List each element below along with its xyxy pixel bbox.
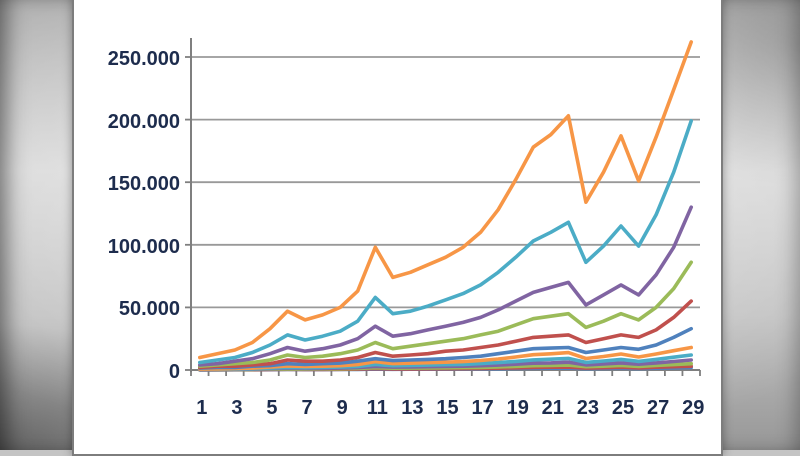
y-tick-label: 150.000 [107, 173, 180, 196]
y-tick-label: 0 [168, 361, 180, 383]
x-tick-label: 11 [366, 397, 388, 419]
x-tick-label: 21 [541, 397, 564, 419]
series-line-s6-blue [198, 326, 694, 370]
x-tick-label: 9 [336, 397, 348, 419]
y-tick-label: 50.000 [118, 298, 180, 321]
y-tick-label: 250.000 [107, 48, 180, 70]
x-tick-label: 7 [301, 397, 313, 419]
x-tick-label: 25 [611, 397, 635, 419]
x-tick-label: 27 [646, 397, 670, 419]
x-tick-label: 15 [436, 397, 459, 419]
x-tick-label: 13 [401, 397, 424, 419]
x-tick-label: 3 [231, 397, 243, 419]
x-tick-label: 17 [471, 397, 494, 419]
x-tick-label: 29 [682, 397, 705, 419]
series-line-s4-green [198, 260, 694, 369]
x-tick-label: 1 [196, 397, 208, 419]
series-line-s1-orange [198, 40, 694, 360]
x-tick-label: 23 [576, 397, 600, 419]
series-line-s2-teal [198, 119, 694, 365]
x-tick-label: 19 [506, 397, 529, 419]
series-line-s7-orange [198, 345, 694, 371]
y-tick-label: 100.000 [107, 235, 180, 258]
x-tick-label: 5 [266, 397, 278, 419]
series-line-s3-purple [198, 205, 694, 367]
y-tick-label: 200.000 [107, 110, 180, 133]
series-line-s5-red [198, 299, 694, 370]
